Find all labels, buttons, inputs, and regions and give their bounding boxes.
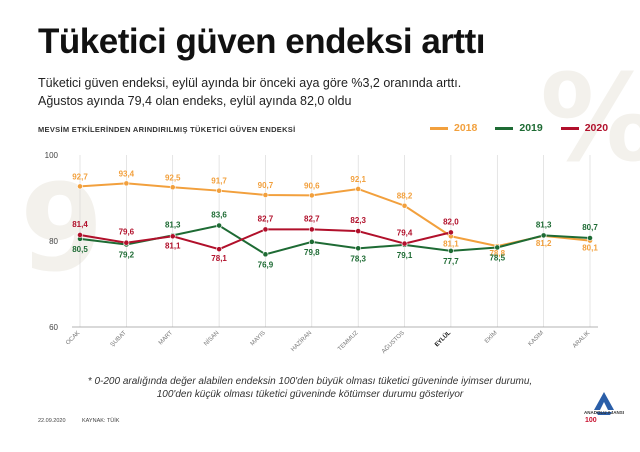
legend-label-2020: 2020 [584, 122, 609, 134]
y-tick-label: 60 [49, 323, 58, 332]
data-label-2019: 80,5 [72, 245, 88, 254]
data-label-2018: 90,7 [258, 181, 274, 190]
x-tick-label: ARALIK [572, 330, 591, 349]
data-label-2018: 91,7 [211, 177, 227, 186]
data-point-2020 [308, 226, 315, 233]
data-point-2020 [262, 226, 269, 233]
subtitle-line-2: Ağustos ayında 79,4 olan endeks, eylül a… [38, 94, 352, 108]
data-label-2020: 81,1 [165, 241, 181, 250]
footnote-line-2: 100'den küçük olması tüketici güveninde … [156, 389, 464, 400]
data-point-2020 [401, 240, 408, 247]
data-point-2020 [77, 232, 83, 238]
data-point-2019 [540, 232, 547, 239]
logo-badge: 100 [585, 417, 597, 424]
data-label-2018: 92,7 [72, 172, 88, 181]
chart-label: MEVSİM ETKİLERİNDEN ARINDIRILMIŞ TÜKETİC… [38, 125, 296, 134]
x-tick-label: AĞUSTOS [380, 329, 406, 355]
data-label-2019: 79,2 [119, 250, 135, 259]
data-point-2019 [355, 245, 362, 252]
data-label-2020: 78,1 [211, 254, 227, 263]
data-label-2020: 79,6 [119, 228, 135, 237]
x-tick-label: OCAK [65, 330, 81, 346]
y-tick-label: 100 [45, 151, 59, 160]
data-label-2018: 81,1 [443, 239, 459, 248]
x-tick-label: MAYIS [250, 330, 267, 347]
chart-legend: 2018 2019 2020 [430, 122, 608, 134]
data-point-2018 [308, 192, 315, 199]
legend-swatch-2020 [560, 126, 579, 130]
data-label-2018: 78,8 [489, 249, 505, 258]
data-point-2018 [77, 183, 83, 190]
x-tick-label: HAZİRAN [290, 329, 314, 353]
data-label-2019: 79,8 [304, 248, 320, 257]
data-label-2019: 78,5 [489, 253, 505, 262]
series-line-2018 [79, 182, 591, 248]
data-point-2019 [308, 238, 315, 245]
footnote: * 0-200 aralığında değer alabilen endeks… [40, 375, 580, 401]
data-label-2018: 92,5 [165, 173, 181, 182]
data-label-2019: 79,1 [397, 251, 413, 260]
data-point-2019 [494, 244, 501, 251]
data-point-2020 [355, 228, 362, 235]
data-point-2019 [587, 235, 593, 241]
data-label-2019: 81,3 [165, 220, 181, 229]
y-tick-label: 80 [49, 237, 58, 246]
data-label-2018: 80,1 [582, 244, 598, 253]
data-label-2020: 81,4 [72, 220, 88, 229]
data-point-2019 [262, 251, 269, 258]
logo-text: ANADOLU AJANSI [583, 410, 625, 415]
data-label-2019: 83,6 [211, 211, 227, 220]
x-tick-label: MART [158, 330, 174, 346]
legend-label-2018: 2018 [454, 122, 478, 134]
data-label-2019: 81,3 [536, 220, 552, 229]
data-label-2019: 80,7 [582, 223, 598, 232]
data-point-2018 [169, 184, 176, 191]
page-title: Tüketici güven endeksi arttı [38, 22, 485, 61]
data-label-2020: 82,3 [350, 216, 366, 225]
data-point-2020 [216, 246, 222, 253]
data-label-2018: 88,2 [397, 192, 413, 201]
x-tick-label: EKİM [483, 329, 498, 344]
page-subtitle: Tüketici güven endeksi, eylül ayında bir… [38, 74, 598, 110]
x-tick-label: ŞUBAT [110, 330, 128, 348]
data-label-2019: 78,3 [350, 254, 366, 263]
data-point-2018 [401, 202, 408, 209]
data-label-2018: 81,2 [536, 239, 552, 248]
data-point-2019 [448, 247, 454, 254]
legend-item-2019: 2019 [495, 122, 543, 134]
data-label-2020: 82,0 [443, 217, 459, 226]
data-point-2018 [216, 187, 222, 194]
publish-date: 22.09.2020 [38, 418, 66, 424]
data-label-2018: 92,1 [350, 175, 366, 184]
data-label-2020: 82,7 [258, 214, 274, 223]
data-point-2018 [355, 186, 362, 192]
source-label: KAYNAK: TÜİK [82, 418, 120, 424]
legend-swatch-2018 [430, 126, 448, 130]
subtitle-line-1: Tüketici güven endeksi, eylül ayında bir… [38, 76, 462, 90]
data-point-2018 [123, 180, 130, 187]
data-label-2019: 77,7 [443, 257, 459, 266]
data-label-2019: 76,9 [258, 260, 274, 269]
x-tick-label: TEMMUZ [337, 330, 360, 353]
footnote-line-1: * 0-200 aralığında değer alabilen endeks… [87, 376, 533, 387]
x-tick-label: KASIM [528, 330, 545, 347]
anadolu-agency-logo [594, 392, 614, 415]
data-label-2018: 90,6 [304, 181, 320, 190]
legend-item-2018: 2018 [430, 122, 477, 134]
data-point-2020 [448, 229, 454, 236]
legend-label-2019: 2019 [519, 122, 543, 134]
data-point-2020 [123, 239, 130, 246]
data-label-2020: 79,4 [397, 229, 413, 238]
data-point-2018 [262, 192, 269, 198]
data-point-2019 [216, 222, 222, 229]
data-label-2018: 93,4 [119, 169, 135, 178]
data-point-2020 [169, 233, 176, 240]
x-tick-label: EYLÜL [433, 329, 452, 348]
legend-swatch-2019 [495, 126, 514, 130]
x-tick-label: NİSAN [203, 329, 221, 347]
data-label-2020: 82,7 [304, 214, 320, 223]
legend-item-2020: 2020 [560, 122, 609, 134]
